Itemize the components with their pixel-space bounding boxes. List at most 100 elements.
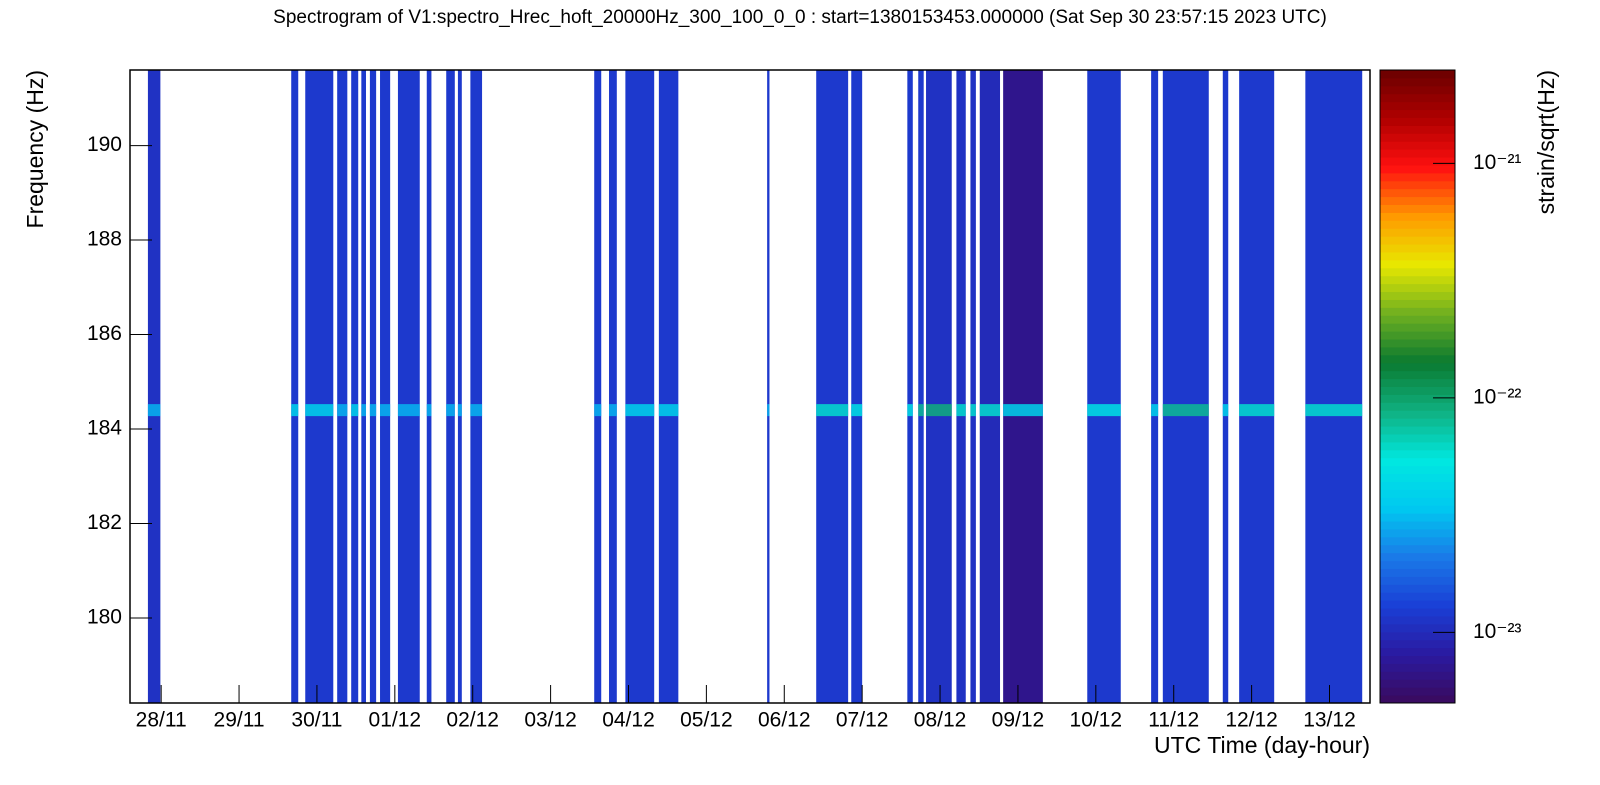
colorbar-step: [1380, 172, 1455, 182]
colorbar-step: [1380, 315, 1455, 324]
spectral-line: [1151, 404, 1159, 417]
segment: [1151, 70, 1159, 703]
segment: [926, 70, 952, 703]
segment: [1222, 70, 1229, 703]
segment: [470, 70, 483, 703]
colorbar-step: [1380, 149, 1455, 158]
colorbar-step: [1380, 109, 1455, 118]
spectral-line: [1087, 404, 1121, 417]
colorbar-step: [1380, 125, 1455, 134]
colorbar-step: [1380, 655, 1455, 664]
spectral-line: [351, 404, 359, 417]
colorbar-step: [1380, 521, 1455, 530]
spectral-line: [816, 404, 849, 417]
colorbar-step: [1380, 576, 1455, 585]
colorbar-step: [1380, 354, 1455, 364]
x-axis-label: UTC Time (day-hour): [1154, 732, 1370, 758]
colorbar-step: [1380, 133, 1455, 142]
segment: [457, 70, 462, 703]
colorbar-step: [1380, 141, 1455, 150]
colorbar-step: [1380, 639, 1455, 649]
colorbar-step: [1380, 101, 1455, 111]
spectral-line: [594, 404, 602, 417]
colorbar-step: [1380, 465, 1455, 475]
x-tick-label: 02/12: [446, 709, 499, 732]
segment: [351, 70, 359, 703]
colorbar-label: strain/sqrt(Hz): [1533, 70, 1559, 214]
colorbar-step: [1380, 584, 1455, 593]
colorbar-step: [1380, 560, 1455, 569]
x-tick-label: 12/12: [1225, 709, 1278, 732]
segment: [369, 70, 377, 703]
colorbar-step: [1380, 505, 1455, 514]
colorbar-step: [1380, 647, 1455, 657]
spectral-line: [426, 404, 432, 417]
segment: [907, 70, 913, 703]
x-tick-label: 11/12: [1148, 709, 1199, 732]
spectral-line: [369, 404, 377, 417]
colorbar-step: [1380, 291, 1455, 300]
segment: [1087, 70, 1121, 703]
colorbar-step: [1380, 323, 1455, 332]
segment: [397, 70, 420, 703]
colorbar-step: [1380, 615, 1455, 625]
colorbar-step: [1380, 528, 1455, 538]
colorbar-step: [1380, 267, 1455, 277]
segment: [1239, 70, 1275, 703]
segment: [1162, 70, 1209, 703]
segment: [625, 70, 655, 703]
colorbar-step: [1380, 346, 1455, 356]
colorbar-step: [1380, 687, 1455, 696]
colorbar-step: [1380, 70, 1455, 79]
y-axis-label: Frequency (Hz): [22, 70, 48, 228]
colorbar-tick-label: 10⁻²³: [1473, 620, 1521, 643]
segment: [337, 70, 348, 703]
y-tick-label: 184: [87, 417, 122, 440]
spectral-line: [1305, 404, 1363, 417]
spectral-line: [470, 404, 483, 417]
spectral-line: [970, 404, 976, 417]
segment: [658, 70, 679, 703]
colorbar-step: [1380, 433, 1455, 443]
colorbar-step: [1380, 180, 1455, 190]
x-tick-label: 29/11: [214, 709, 265, 732]
colorbar-step: [1380, 513, 1455, 522]
spectral-line: [1239, 404, 1275, 417]
segment: [426, 70, 432, 703]
colorbar-step: [1380, 457, 1455, 467]
x-tick-label: 04/12: [602, 709, 655, 732]
spectral-line: [361, 404, 367, 417]
colorbar-step: [1380, 228, 1455, 237]
colorbar-tick-label: 10⁻²²: [1473, 385, 1521, 408]
colorbar-step: [1380, 410, 1455, 419]
spectral-line: [397, 404, 420, 417]
x-tick-label: 10/12: [1070, 709, 1123, 732]
segment: [1003, 70, 1043, 703]
colorbar-step: [1380, 402, 1455, 411]
spectral-line: [851, 404, 863, 417]
spectral-line: [767, 404, 770, 417]
x-tick-label: 09/12: [992, 709, 1045, 732]
segment: [979, 70, 1001, 703]
segment: [970, 70, 976, 703]
y-tick-label: 190: [87, 133, 122, 156]
y-tick-label: 182: [87, 511, 122, 534]
colorbar-step: [1380, 592, 1455, 601]
colorbar-step: [1380, 608, 1455, 617]
colorbar-step: [1380, 394, 1455, 403]
colorbar-step: [1380, 164, 1455, 174]
y-tick-label: 180: [87, 606, 122, 629]
segment: [767, 70, 770, 703]
x-tick-label: 03/12: [524, 709, 577, 732]
plot-frame: [129, 69, 1371, 704]
segment: [446, 70, 455, 703]
colorbar-step: [1380, 568, 1455, 577]
spectral-line: [979, 404, 1001, 417]
colorbar-step: [1380, 481, 1455, 490]
segment: [609, 70, 617, 703]
x-tick-label: 01/12: [369, 709, 422, 732]
segment: [956, 70, 966, 703]
colorbar-step: [1380, 623, 1455, 633]
